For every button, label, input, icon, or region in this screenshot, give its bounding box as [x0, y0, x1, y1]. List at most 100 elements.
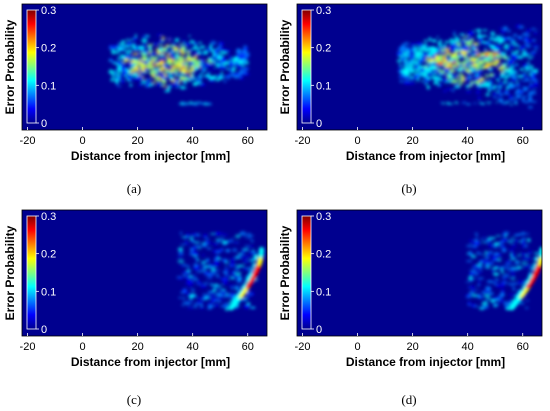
heat-cell [426, 85, 430, 90]
heat-cell [504, 43, 509, 48]
heat-cell [524, 63, 530, 67]
heat-cell [487, 63, 491, 67]
heat-cell [468, 75, 474, 79]
heat-cell [193, 55, 199, 57]
heat-cell [477, 96, 481, 100]
heat-cell [481, 301, 489, 305]
heat-cell [495, 79, 500, 82]
heat-cell [205, 277, 213, 280]
heat-cell [495, 53, 500, 56]
heat-cell [493, 54, 496, 58]
heat-cell [500, 289, 505, 293]
colorbar-tick-label: 0.1 [41, 80, 56, 92]
heat-cell [238, 289, 243, 293]
heat-cell [471, 59, 476, 63]
heat-cell [512, 33, 518, 37]
heat-cell [522, 32, 528, 36]
heat-cell [237, 253, 243, 255]
heat-cell [426, 63, 432, 66]
heat-cell [505, 267, 509, 270]
heat-cell [248, 273, 253, 277]
heat-cell [207, 102, 212, 104]
heat-cell [487, 36, 490, 38]
heat-cell [420, 79, 424, 83]
heat-cell [447, 103, 452, 105]
heat-cell [207, 247, 211, 250]
heat-cell [491, 30, 495, 36]
colorbar [26, 215, 37, 330]
heat-cell [484, 250, 487, 254]
heat-cell [192, 82, 198, 86]
heat-cell [520, 252, 525, 256]
heat-cell [511, 253, 515, 256]
heat-cell [181, 296, 186, 300]
heat-cell [166, 60, 172, 65]
heat-cell [475, 234, 478, 238]
heat-cell [479, 260, 483, 263]
heat-cell [424, 47, 431, 51]
heat-cell [198, 270, 206, 273]
heat-cell [511, 51, 517, 55]
heat-cell [511, 68, 514, 71]
colorbar-tick-label: 0.3 [41, 5, 56, 17]
heat-cell [479, 65, 482, 68]
heat-cell [489, 52, 493, 55]
heat-cell [491, 51, 495, 54]
heat-cell [415, 69, 420, 72]
heat-cell [497, 258, 502, 262]
heat-cell [252, 251, 257, 255]
colorbar [301, 215, 312, 330]
heat-cell [438, 54, 444, 57]
heat-cell [507, 75, 512, 77]
heat-cell [427, 71, 431, 76]
heat-cell [219, 48, 223, 51]
heat-cell [485, 262, 488, 267]
heat-cell [525, 87, 529, 89]
heat-cell [475, 75, 481, 80]
colorbar-tick-label: 0 [41, 118, 47, 130]
heat-cell [425, 55, 431, 58]
heat-cell [156, 78, 160, 82]
heat-cell [475, 42, 480, 47]
heat-cell [520, 74, 523, 78]
heat-cell [405, 54, 410, 56]
heat-cell [253, 254, 258, 258]
heat-cell [521, 79, 529, 82]
heat-cell [506, 306, 511, 310]
heat-cell [187, 243, 190, 246]
heat-cell [523, 90, 526, 92]
heat-cell [444, 40, 449, 44]
heat-cell [110, 78, 114, 82]
heat-cell [179, 264, 184, 267]
heat-cell [115, 50, 119, 55]
heat-cell [478, 280, 481, 285]
heat-cell [449, 65, 454, 68]
heat-cell [177, 60, 180, 64]
heat-cell [113, 71, 118, 76]
heat-cell [169, 75, 174, 80]
heat-cell [224, 274, 231, 277]
heat-cell [508, 45, 516, 48]
heat-cell [407, 65, 411, 67]
heat-cell [511, 55, 518, 59]
heat-cell [228, 294, 233, 299]
x-tick-label: -20 [20, 135, 36, 147]
heat-cell [132, 37, 138, 41]
heat-cell [511, 300, 516, 303]
heat-cell [129, 48, 133, 52]
heat-cell [121, 55, 127, 60]
heat-cell [239, 231, 243, 236]
heat-cell [505, 100, 508, 103]
heat-cell [509, 267, 514, 270]
heat-cell [246, 277, 251, 281]
heat-cell [247, 235, 255, 237]
heat-cell [170, 65, 176, 69]
heat-cell [151, 57, 157, 60]
heat-cell [141, 79, 146, 85]
heat-cell [220, 58, 227, 63]
heat-cell [455, 64, 459, 68]
x-axis-title: Distance from injector [mm] [71, 149, 230, 163]
heat-cell [182, 39, 186, 42]
heat-cell [488, 243, 493, 248]
heat-cell [137, 52, 141, 55]
